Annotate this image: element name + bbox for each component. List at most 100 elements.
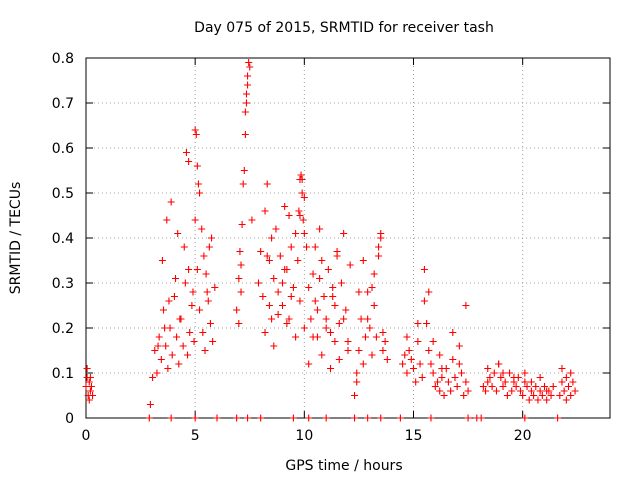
data-point: [436, 351, 444, 359]
data-point: [237, 261, 245, 269]
data-point: [194, 180, 202, 188]
data-point: [316, 275, 324, 282]
data-point: [246, 63, 254, 71]
data-point: [176, 315, 184, 323]
data-point: [458, 369, 466, 377]
data-point: [89, 392, 97, 399]
data-point: [484, 378, 492, 386]
data-point: [174, 230, 182, 237]
data-point: [455, 360, 463, 368]
data-point: [569, 378, 577, 386]
data-point: [200, 252, 208, 260]
data-point: [434, 378, 442, 386]
data-point: [235, 320, 243, 327]
data-point: [425, 347, 433, 354]
data-point: [399, 360, 407, 368]
data-point: [364, 288, 372, 296]
data-point: [377, 234, 385, 242]
data-point: [353, 378, 361, 386]
data-point: [296, 212, 304, 219]
chart-title: Day 075 of 2015, SRMTID for receiver tas…: [194, 20, 494, 36]
data-point: [410, 365, 417, 372]
data-point: [206, 320, 214, 327]
data-point: [188, 302, 196, 309]
data-point: [525, 396, 533, 404]
data-point: [379, 329, 387, 336]
data-point: [383, 356, 391, 363]
data-point: [558, 378, 566, 386]
data-point: [567, 369, 575, 377]
data-point: [146, 401, 154, 408]
data-point: [322, 315, 330, 323]
data-point: [193, 162, 201, 170]
data-point: [370, 270, 378, 278]
data-point: [331, 302, 339, 309]
data-point: [479, 383, 487, 390]
data-point: [285, 212, 293, 219]
data-point: [477, 414, 485, 422]
data-point: [196, 306, 204, 314]
data-point: [307, 315, 315, 323]
data-point: [205, 243, 213, 251]
data-point: [299, 216, 307, 224]
data-point: [405, 347, 413, 354]
data-point: [296, 297, 304, 305]
data-point: [536, 387, 544, 395]
data-point: [436, 387, 444, 395]
data-point: [242, 99, 250, 107]
data-point: [571, 387, 579, 395]
data-point: [180, 243, 188, 251]
data-point: [322, 414, 330, 422]
data-point: [521, 414, 529, 422]
data-point: [499, 383, 507, 390]
data-point: [482, 387, 490, 395]
data-point: [420, 266, 428, 273]
data-point: [265, 302, 273, 309]
data-point: [185, 266, 193, 273]
data-point: [499, 369, 507, 377]
data-point: [464, 414, 472, 422]
data-point: [279, 279, 286, 287]
data-point: [510, 374, 518, 381]
data-point: [240, 167, 248, 174]
data-point: [274, 288, 282, 296]
data-point: [265, 257, 273, 264]
data-point: [447, 387, 455, 395]
data-point: [283, 320, 291, 327]
data-point: [199, 329, 207, 336]
data-point: [303, 243, 311, 251]
data-point: [327, 365, 335, 372]
data-point: [294, 257, 302, 264]
data-point: [327, 329, 335, 336]
x-tick-label: 5: [191, 428, 200, 444]
data-point: [164, 365, 172, 372]
y-tick-label: 0.6: [52, 141, 74, 157]
data-point: [149, 374, 157, 381]
y-tick-label: 0.1: [52, 366, 74, 382]
data-point: [305, 284, 313, 291]
data-point: [444, 378, 452, 386]
data-point: [562, 374, 570, 381]
data-point: [455, 342, 463, 350]
data-point: [172, 275, 180, 282]
data-point: [501, 378, 509, 386]
data-point: [449, 329, 457, 336]
data-point: [175, 360, 183, 368]
data-point: [184, 351, 192, 359]
data-point: [331, 338, 339, 345]
data-point: [355, 288, 363, 296]
data-points: [82, 59, 579, 422]
data-point: [440, 392, 448, 399]
data-point: [311, 243, 319, 251]
data-point: [431, 383, 439, 390]
data-point: [257, 414, 265, 422]
data-point: [268, 315, 276, 323]
data-point: [407, 356, 415, 363]
data-point: [562, 396, 570, 404]
data-point: [560, 387, 568, 395]
data-point: [527, 387, 535, 395]
data-point: [521, 369, 529, 377]
data-point: [486, 374, 494, 381]
data-point: [532, 383, 540, 390]
